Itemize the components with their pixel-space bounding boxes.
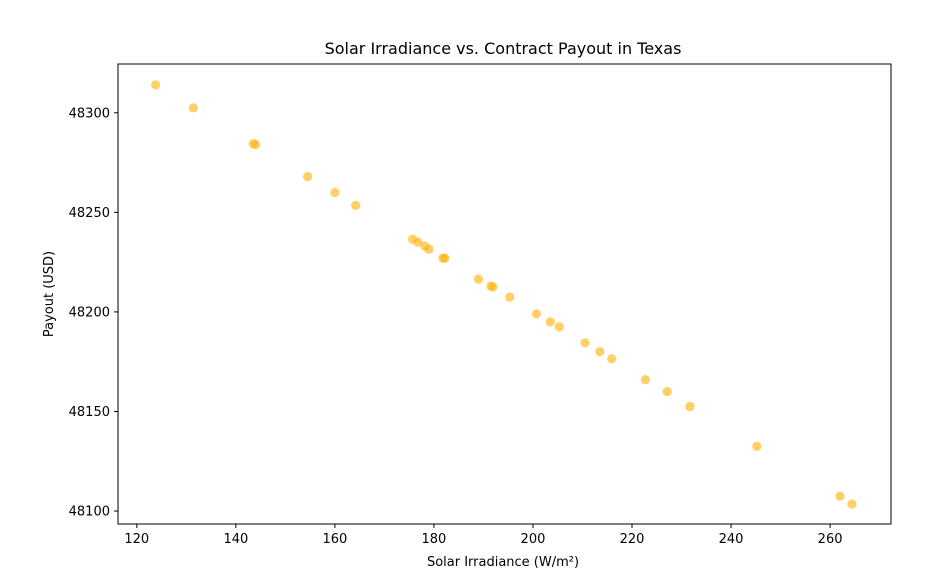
x-tick-label-4: 200 bbox=[521, 532, 546, 547]
data-point-13 bbox=[473, 274, 484, 284]
x-tick-label-2: 160 bbox=[322, 532, 347, 547]
x-tick-label-0: 120 bbox=[124, 532, 149, 547]
data-point-4 bbox=[303, 171, 313, 182]
data-point-0 bbox=[151, 80, 161, 90]
data-point-28 bbox=[847, 499, 857, 509]
data-point-23 bbox=[640, 375, 650, 385]
data-point-1 bbox=[188, 103, 198, 113]
x-tick-label-7: 260 bbox=[818, 532, 843, 547]
x-tick-label-6: 240 bbox=[719, 532, 744, 547]
data-points bbox=[151, 80, 857, 509]
chart-title: Solar Irradiance vs. Contract Payout in … bbox=[325, 39, 682, 58]
y-tick-label-0: 48100 bbox=[69, 505, 110, 520]
x-tick-label-1: 140 bbox=[223, 532, 248, 547]
data-point-3 bbox=[251, 140, 261, 150]
y-tick-label-1: 48150 bbox=[69, 405, 110, 420]
data-point-21 bbox=[595, 347, 605, 357]
y-tick-label-2: 48200 bbox=[69, 305, 110, 320]
data-point-18 bbox=[545, 317, 555, 327]
y-tick-label-4: 48300 bbox=[69, 106, 110, 121]
data-point-20 bbox=[580, 338, 590, 348]
x-axis-label: Solar Irradiance (W/m²) bbox=[427, 555, 579, 570]
data-point-16 bbox=[505, 292, 515, 302]
y-axis-ticks: 48100 48150 48200 48250 48300 bbox=[69, 106, 118, 520]
data-point-6 bbox=[351, 200, 361, 210]
data-point-10 bbox=[424, 244, 434, 254]
x-axis-ticks: 120 140 160 180 200 220 240 260 bbox=[124, 524, 843, 547]
data-point-26 bbox=[752, 441, 762, 451]
data-point-15 bbox=[488, 282, 498, 292]
data-point-24 bbox=[662, 386, 672, 397]
y-tick-label-3: 48250 bbox=[69, 206, 110, 221]
plot-area-frame bbox=[117, 63, 892, 525]
data-point-12 bbox=[440, 253, 450, 263]
data-point-17 bbox=[531, 309, 542, 319]
data-point-25 bbox=[685, 401, 695, 412]
data-point-8 bbox=[413, 237, 423, 247]
data-point-19 bbox=[554, 322, 564, 332]
y-axis-label: Payout (USD) bbox=[42, 251, 57, 337]
x-tick-label-5: 220 bbox=[620, 532, 645, 547]
data-point-22 bbox=[607, 354, 617, 364]
x-tick-label-3: 180 bbox=[422, 532, 447, 547]
data-point-27 bbox=[835, 491, 845, 501]
data-point-5 bbox=[330, 187, 340, 198]
